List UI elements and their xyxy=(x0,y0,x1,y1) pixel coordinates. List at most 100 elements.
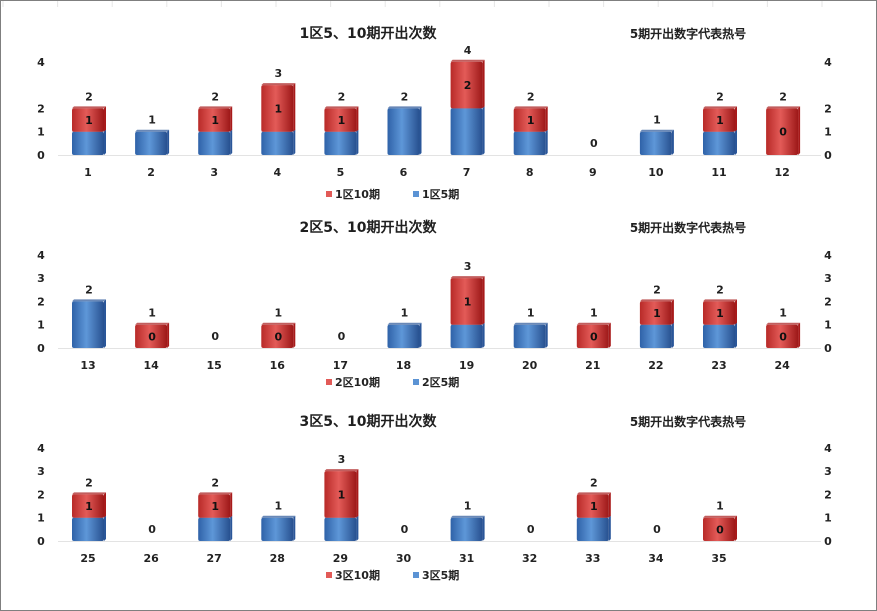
x-tick-label: 14 xyxy=(143,359,159,372)
bar-10-side xyxy=(482,59,485,109)
bar-5-side xyxy=(419,106,422,155)
y-tick-left: 1 xyxy=(37,319,45,332)
data-label-10: 2 xyxy=(779,90,787,103)
legend-swatch-5 xyxy=(413,379,419,385)
x-tick-label: 33 xyxy=(585,552,600,565)
chart-note: 5期开出数字代表热号 xyxy=(630,220,746,235)
bar-10-cap xyxy=(703,299,737,302)
bar-10-cap xyxy=(703,106,737,109)
bar-5-side xyxy=(104,515,106,541)
bar-5-side xyxy=(482,515,485,541)
y-tick-left: 4 xyxy=(37,442,45,455)
bar-5 xyxy=(513,131,546,155)
x-tick-label: 22 xyxy=(648,359,663,372)
bar-5-side xyxy=(545,322,548,348)
bar-10-cap xyxy=(703,515,737,518)
bar-5-side xyxy=(671,129,674,155)
data-label-10: 1 xyxy=(716,500,724,513)
x-tick-label: 11 xyxy=(711,166,726,179)
bar-10-cap xyxy=(576,492,611,495)
legend-label-5: 3区5期 xyxy=(422,568,459,582)
bar-5-cap xyxy=(387,106,422,109)
bar-10-side xyxy=(735,299,737,325)
bar-5 xyxy=(450,324,483,348)
data-label-10: 1 xyxy=(590,307,598,320)
data-label-10: 2 xyxy=(338,90,346,103)
bar-10-side xyxy=(798,322,801,348)
y-tick-right: 4 xyxy=(824,249,832,262)
data-label-10: 1 xyxy=(148,307,156,320)
bar-5-side xyxy=(482,322,485,348)
y-tick-right: 2 xyxy=(824,102,832,115)
data-label-5: 1 xyxy=(85,500,93,513)
bar-5-side xyxy=(356,129,359,155)
bar-10 xyxy=(450,278,483,325)
bar-10 xyxy=(72,108,104,132)
bar-5 xyxy=(324,131,357,155)
x-tick-label: 24 xyxy=(774,359,790,372)
bar-10 xyxy=(450,61,483,109)
bar-10-side xyxy=(798,106,801,155)
bar-5 xyxy=(198,517,231,541)
bar-10-cap xyxy=(261,322,296,325)
y-tick-right: 1 xyxy=(824,512,832,525)
bar-10-side xyxy=(356,106,359,132)
y-tick-left: 2 xyxy=(37,102,45,115)
bar-10-cap xyxy=(766,322,801,325)
bar-5-side xyxy=(104,299,106,348)
bar-5 xyxy=(703,324,735,348)
x-tick-label: 30 xyxy=(396,552,412,565)
bar-10-cap xyxy=(576,322,611,325)
bar-10-cap xyxy=(135,322,170,325)
x-tick-label: 27 xyxy=(207,552,222,565)
bar-10 xyxy=(766,324,799,348)
x-tick-label: 7 xyxy=(463,166,471,179)
bar-10 xyxy=(72,494,104,518)
x-tick-label: 16 xyxy=(270,359,286,372)
bar-5-side xyxy=(671,322,674,348)
data-label-5: 2 xyxy=(464,79,472,92)
legend-label-10: 3区10期 xyxy=(335,568,380,582)
data-label-10: 1 xyxy=(274,307,282,320)
chart-note: 5期开出数字代表热号 xyxy=(630,414,746,429)
data-label-10: 2 xyxy=(527,90,535,103)
data-label-5: 0 xyxy=(274,330,282,343)
legend-swatch-10 xyxy=(326,572,332,578)
x-tick-label: 4 xyxy=(273,166,281,179)
bar-10-cap xyxy=(513,106,548,109)
bar-5 xyxy=(639,324,672,348)
legend-swatch-5 xyxy=(413,191,419,197)
data-label-5: 0 xyxy=(590,330,598,343)
chart-title: 1区5、10期开出次数 xyxy=(300,25,438,42)
bar-5-cap xyxy=(639,129,674,132)
bar-5 xyxy=(135,131,168,155)
data-label-5: 0 xyxy=(779,330,787,343)
data-label-10: 2 xyxy=(716,90,724,103)
data-label-10: 2 xyxy=(590,476,598,489)
bar-5 xyxy=(198,131,231,155)
bar-5-side xyxy=(735,322,737,348)
x-tick-label: 3 xyxy=(210,166,218,179)
bar-10 xyxy=(703,108,735,132)
data-label-10: 3 xyxy=(274,67,282,80)
y-tick-left: 4 xyxy=(37,56,45,69)
bar-10-cap xyxy=(324,106,359,109)
y-tick-left: 3 xyxy=(37,272,45,285)
x-tick-label: 6 xyxy=(400,166,408,179)
legend-label-10: 2区10期 xyxy=(335,375,380,389)
bar-10 xyxy=(324,108,357,132)
bar-5-side xyxy=(167,129,170,155)
x-tick-label: 12 xyxy=(774,166,789,179)
bar-5-side xyxy=(230,129,233,155)
bar-5-side xyxy=(545,129,548,155)
data-label-10: 2 xyxy=(653,283,661,296)
x-tick-label: 25 xyxy=(80,552,95,565)
bar-5-cap xyxy=(135,129,170,132)
bar-5 xyxy=(387,108,420,155)
data-label-5: 1 xyxy=(653,307,661,320)
data-label-10: 0 xyxy=(653,523,661,536)
bar-10 xyxy=(703,517,735,541)
chart-title: 2区5、10期开出次数 xyxy=(300,219,438,236)
